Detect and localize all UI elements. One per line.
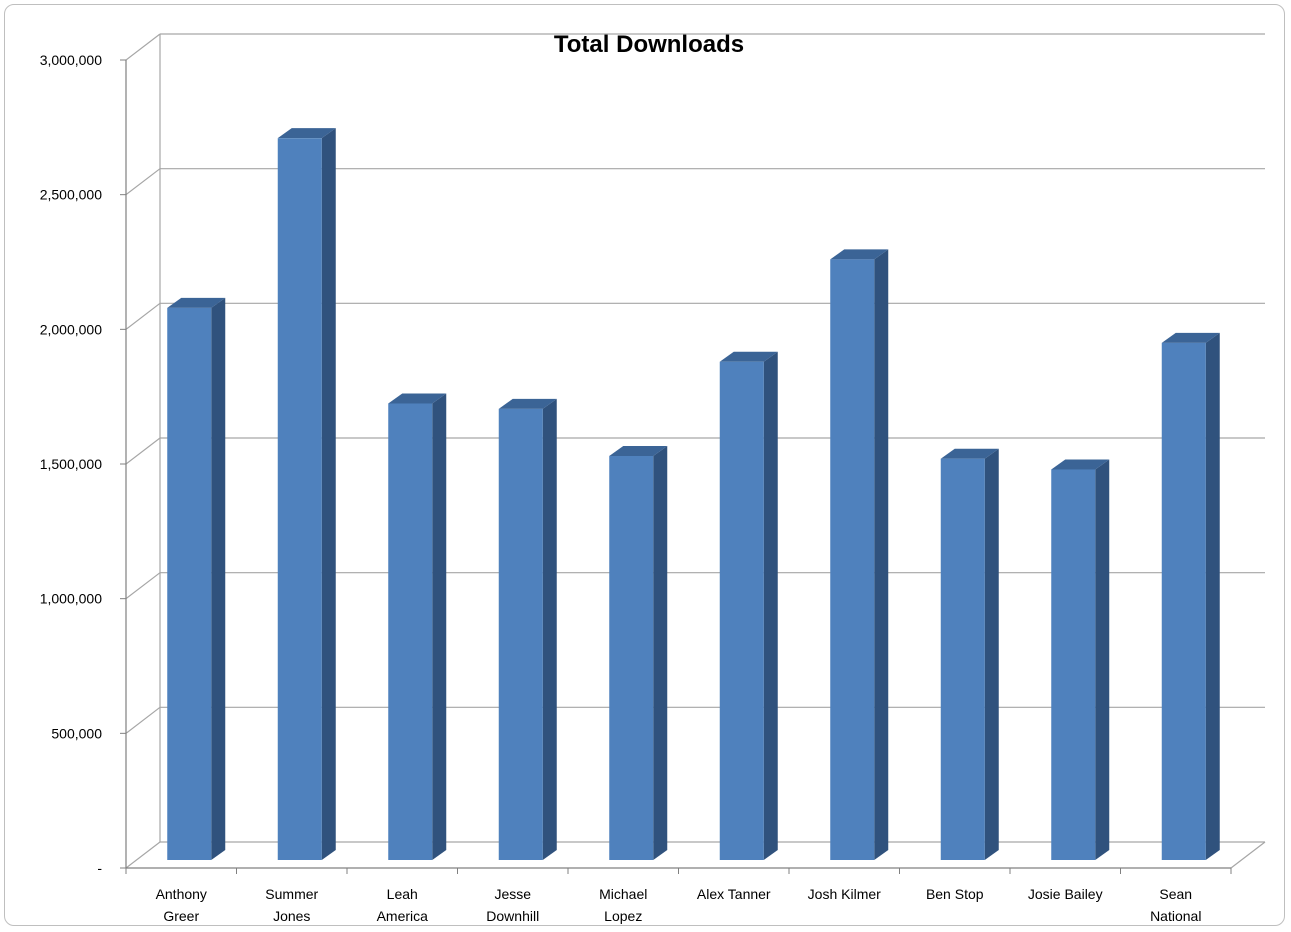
- floor-edge: [1230, 841, 1266, 869]
- gridline-diagonal: [125, 302, 161, 330]
- bar-front: [830, 259, 875, 860]
- gridline-diagonal: [125, 168, 161, 196]
- x-tick-label: Sean: [1159, 886, 1192, 902]
- bar-front: [388, 403, 433, 860]
- bar-side: [211, 297, 226, 860]
- gridline-diagonal: [125, 33, 161, 61]
- bar-top: [277, 128, 336, 139]
- bar-side: [653, 446, 668, 860]
- gridline-diagonal: [125, 572, 161, 600]
- bar-front: [167, 307, 212, 860]
- y-tick-label: 500,000: [51, 725, 102, 741]
- bar-front: [277, 138, 322, 861]
- x-tick-label: Anthony: [156, 886, 207, 902]
- bar-top: [830, 249, 889, 260]
- bar-top: [719, 351, 778, 362]
- bar-top: [167, 297, 226, 308]
- bar-side: [984, 448, 999, 860]
- bar: [277, 128, 336, 861]
- bar: [609, 446, 668, 860]
- bar-front: [719, 361, 764, 860]
- y-tick-label: 1,000,000: [40, 591, 102, 607]
- bar: [167, 297, 226, 860]
- x-tick-label: Josh Kilmer: [808, 886, 881, 902]
- bar-top: [1161, 332, 1220, 343]
- bar: [498, 398, 557, 860]
- x-tick-label: Summer: [265, 886, 318, 902]
- bar-side: [432, 393, 447, 860]
- bar-front: [940, 458, 985, 860]
- bar-front: [1051, 469, 1096, 860]
- x-tick-label: Alex Tanner: [697, 886, 771, 902]
- x-tick-label: America: [377, 908, 429, 924]
- labels: - 500,000 1,000,000 1,500,000 2,000,000 2,500…: [40, 52, 1202, 924]
- y-tick-label: 2,500,000: [40, 187, 102, 203]
- bar: [1161, 332, 1220, 860]
- x-tick-label: Jesse: [494, 886, 531, 902]
- bar: [940, 448, 999, 860]
- y-tick-label: 2,000,000: [40, 321, 102, 337]
- x-tick-label: Greer: [163, 908, 199, 924]
- bar-front: [609, 456, 654, 860]
- y-tick-label: 1,500,000: [40, 456, 102, 472]
- bar-front: [1161, 342, 1206, 860]
- x-tick-label: Michael: [599, 886, 647, 902]
- bar-side: [321, 128, 336, 861]
- y-tick-label: 3,000,000: [40, 52, 102, 68]
- bar-side: [1095, 459, 1110, 860]
- bar-side: [874, 249, 889, 861]
- x-tick-label: Downhill: [486, 908, 539, 924]
- bars: [167, 128, 1220, 861]
- bar: [1051, 459, 1110, 860]
- bar-side: [1205, 332, 1220, 860]
- bar: [388, 393, 447, 860]
- x-tick-label: Jones: [273, 908, 310, 924]
- bar-side: [542, 398, 557, 860]
- bar-top: [498, 398, 557, 409]
- gridline-diagonal: [125, 706, 161, 734]
- x-tick-label: Leah: [387, 886, 418, 902]
- bar-top: [940, 448, 999, 459]
- chart-title: Total Downloads: [554, 31, 744, 58]
- x-tick-label: National: [1150, 908, 1201, 924]
- x-tick-label: Lopez: [604, 908, 642, 924]
- bar-top: [388, 393, 447, 404]
- bar-side: [763, 351, 778, 860]
- bar: [719, 351, 778, 860]
- y-tick-label: -: [97, 860, 102, 876]
- axes: [120, 34, 1266, 874]
- bar: [830, 249, 889, 861]
- bar-top: [1051, 459, 1110, 470]
- gridline-diagonal: [125, 841, 161, 869]
- x-tick-label: Ben Stop: [926, 886, 984, 902]
- gridline-diagonal: [125, 437, 161, 465]
- bar-top: [609, 446, 668, 456]
- x-tick-label: Josie Bailey: [1028, 886, 1103, 902]
- bar-front: [498, 408, 543, 860]
